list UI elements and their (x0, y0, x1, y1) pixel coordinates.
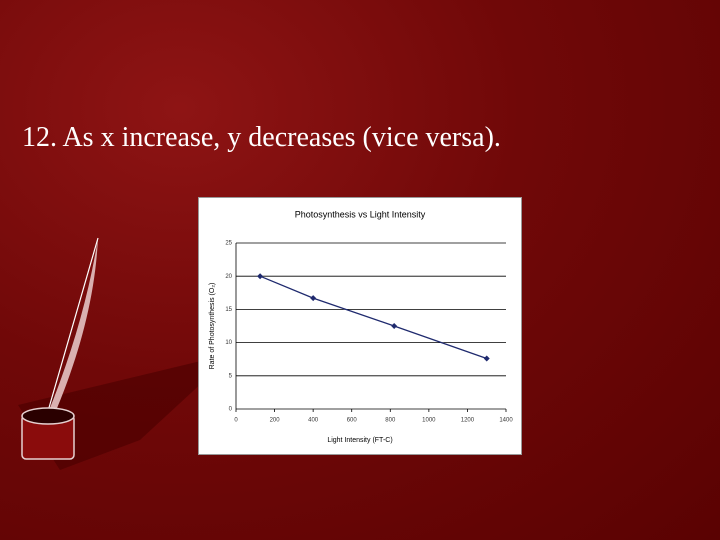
data-point (257, 273, 264, 280)
y-tick-label: 25 (225, 241, 232, 247)
x-tick-label: 600 (347, 418, 358, 424)
y-tick-label: 5 (229, 373, 233, 379)
data-point (391, 323, 398, 329)
x-tick-label: 1200 (461, 418, 475, 424)
chart-frame (198, 197, 522, 455)
y-tick-label: 10 (225, 340, 232, 346)
y-tick-label: 20 (225, 274, 232, 280)
chart-title: Photosynthesis vs Light Intensity (295, 209, 426, 219)
x-tick-label: 1000 (422, 418, 436, 424)
x-tick-label: 1400 (499, 418, 513, 424)
y-axis-label: Rate of Photosynthesis (O₂) (209, 283, 216, 370)
x-tick-label: 0 (234, 418, 238, 424)
y-tick-label: 15 (225, 307, 232, 313)
x-axis-label: Light Intensity (FT-C) (327, 437, 392, 444)
x-tick-label: 200 (270, 418, 281, 424)
series-line (259, 275, 487, 360)
x-tick-label: 400 (308, 418, 319, 424)
data-point (483, 355, 490, 362)
data-point (310, 295, 317, 302)
slide-heading: 12. As x increase, y decreases (vice ver… (22, 122, 501, 153)
y-tick-label: 0 (229, 407, 233, 413)
x-tick-label: 800 (385, 418, 396, 424)
chart: Photosynthesis vs Light Intensity Light … (198, 197, 522, 455)
